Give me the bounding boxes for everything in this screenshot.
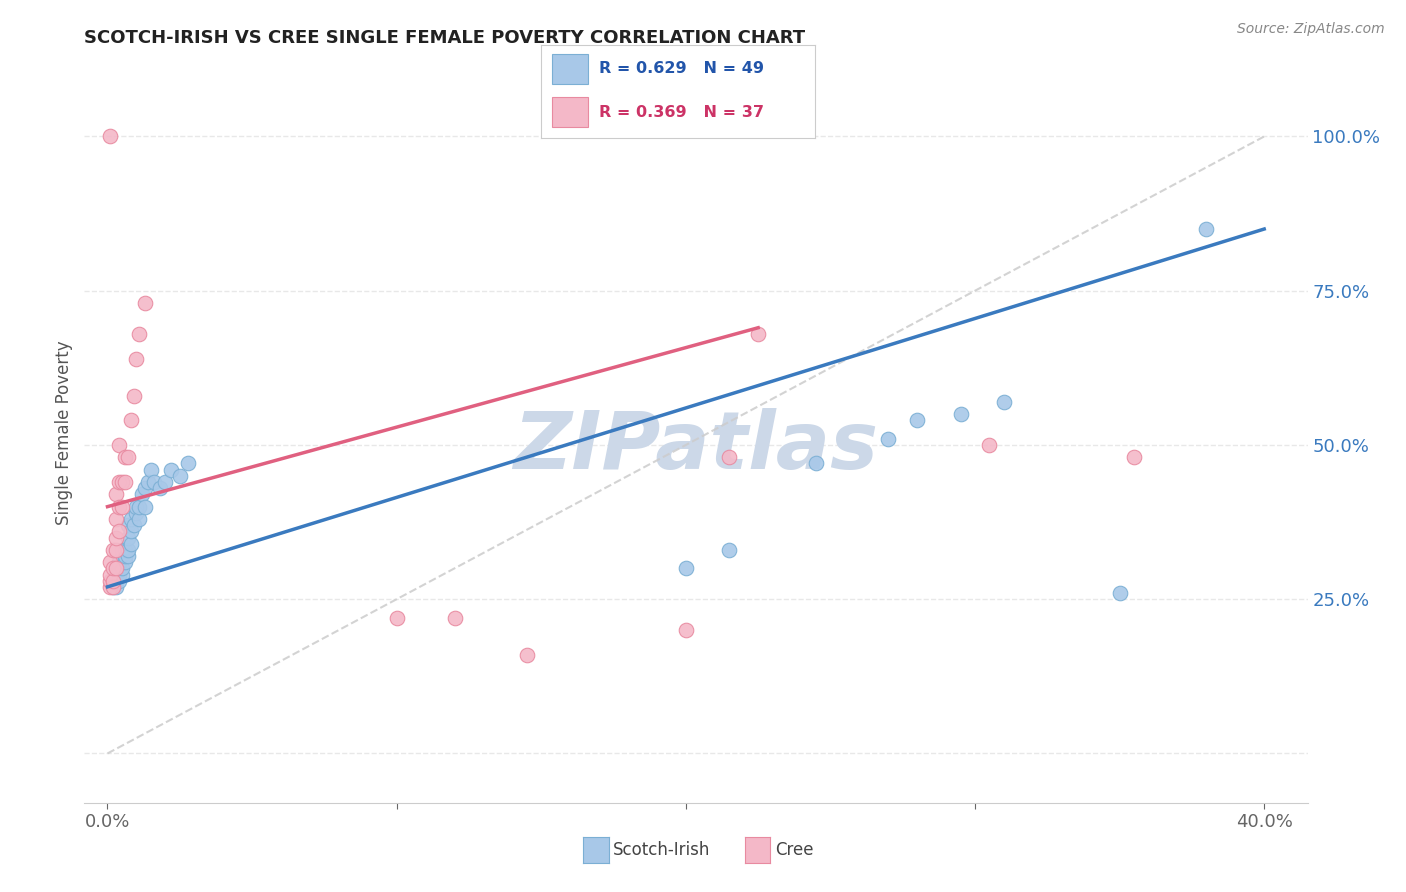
Point xyxy=(117,450,139,465)
Point xyxy=(128,512,150,526)
Point xyxy=(111,567,134,582)
Point xyxy=(122,389,145,403)
Point xyxy=(117,542,139,557)
Point xyxy=(122,518,145,533)
Point xyxy=(105,567,128,582)
Point xyxy=(125,351,148,366)
Point xyxy=(1108,586,1130,600)
Point xyxy=(108,475,131,489)
Point xyxy=(120,524,142,539)
Text: R = 0.369   N = 37: R = 0.369 N = 37 xyxy=(599,104,763,120)
Point xyxy=(108,561,131,575)
FancyBboxPatch shape xyxy=(553,54,588,84)
Point xyxy=(108,500,131,514)
Point xyxy=(105,561,128,575)
Point xyxy=(105,542,128,557)
Point xyxy=(111,549,134,563)
Point xyxy=(114,450,136,465)
Point xyxy=(675,623,697,637)
Point xyxy=(125,506,148,520)
Point xyxy=(1123,450,1146,465)
Point xyxy=(128,326,150,341)
Point xyxy=(105,561,128,575)
Point xyxy=(111,500,134,514)
Point xyxy=(949,407,972,421)
Point xyxy=(100,574,122,588)
Point xyxy=(103,574,125,588)
Point xyxy=(117,518,139,533)
Point xyxy=(136,475,159,489)
Point xyxy=(111,542,134,557)
Point xyxy=(103,574,125,588)
Point xyxy=(134,481,156,495)
Point xyxy=(108,524,131,539)
Point xyxy=(443,611,465,625)
Point xyxy=(993,394,1015,409)
Point xyxy=(105,574,128,588)
Point xyxy=(148,481,170,495)
Point xyxy=(516,648,538,662)
Point xyxy=(100,567,122,582)
Point xyxy=(103,580,125,594)
Point xyxy=(120,536,142,550)
Text: Source: ZipAtlas.com: Source: ZipAtlas.com xyxy=(1237,22,1385,37)
Point xyxy=(804,457,827,471)
Point xyxy=(105,580,128,594)
Point xyxy=(103,561,125,575)
Point xyxy=(114,555,136,569)
Point xyxy=(177,457,200,471)
Point xyxy=(100,580,122,594)
Point xyxy=(385,611,408,625)
Text: Cree: Cree xyxy=(775,841,813,859)
Point xyxy=(125,500,148,514)
Point xyxy=(905,413,928,427)
Point xyxy=(160,462,183,476)
Point xyxy=(120,512,142,526)
Point xyxy=(128,500,150,514)
Point xyxy=(169,468,191,483)
Point xyxy=(108,574,131,588)
Point xyxy=(105,512,128,526)
Point xyxy=(100,555,122,569)
Point xyxy=(718,542,741,557)
Point xyxy=(103,580,125,594)
Point xyxy=(105,487,128,501)
Point xyxy=(747,326,769,341)
Point xyxy=(134,296,156,310)
Point xyxy=(142,475,165,489)
Text: SCOTCH-IRISH VS CREE SINGLE FEMALE POVERTY CORRELATION CHART: SCOTCH-IRISH VS CREE SINGLE FEMALE POVER… xyxy=(84,29,806,47)
Point xyxy=(103,542,125,557)
Point xyxy=(979,438,1001,452)
Point xyxy=(718,450,741,465)
Text: R = 0.629   N = 49: R = 0.629 N = 49 xyxy=(599,62,763,77)
Point xyxy=(117,531,139,545)
Point xyxy=(131,487,153,501)
Point xyxy=(108,567,131,582)
Point xyxy=(1195,222,1218,236)
Point xyxy=(155,475,177,489)
Text: Scotch-Irish: Scotch-Irish xyxy=(613,841,710,859)
Point xyxy=(134,500,156,514)
FancyBboxPatch shape xyxy=(553,97,588,127)
Point xyxy=(108,438,131,452)
Point xyxy=(114,475,136,489)
Point xyxy=(108,555,131,569)
Point xyxy=(114,542,136,557)
Point xyxy=(105,531,128,545)
Y-axis label: Single Female Poverty: Single Female Poverty xyxy=(55,341,73,524)
Point xyxy=(111,561,134,575)
Point xyxy=(120,413,142,427)
Point xyxy=(111,475,134,489)
Point xyxy=(877,432,900,446)
Point xyxy=(100,129,122,144)
Text: ZIPatlas: ZIPatlas xyxy=(513,409,879,486)
Point xyxy=(139,462,162,476)
Point xyxy=(114,549,136,563)
Point xyxy=(675,561,697,575)
Point xyxy=(117,549,139,563)
